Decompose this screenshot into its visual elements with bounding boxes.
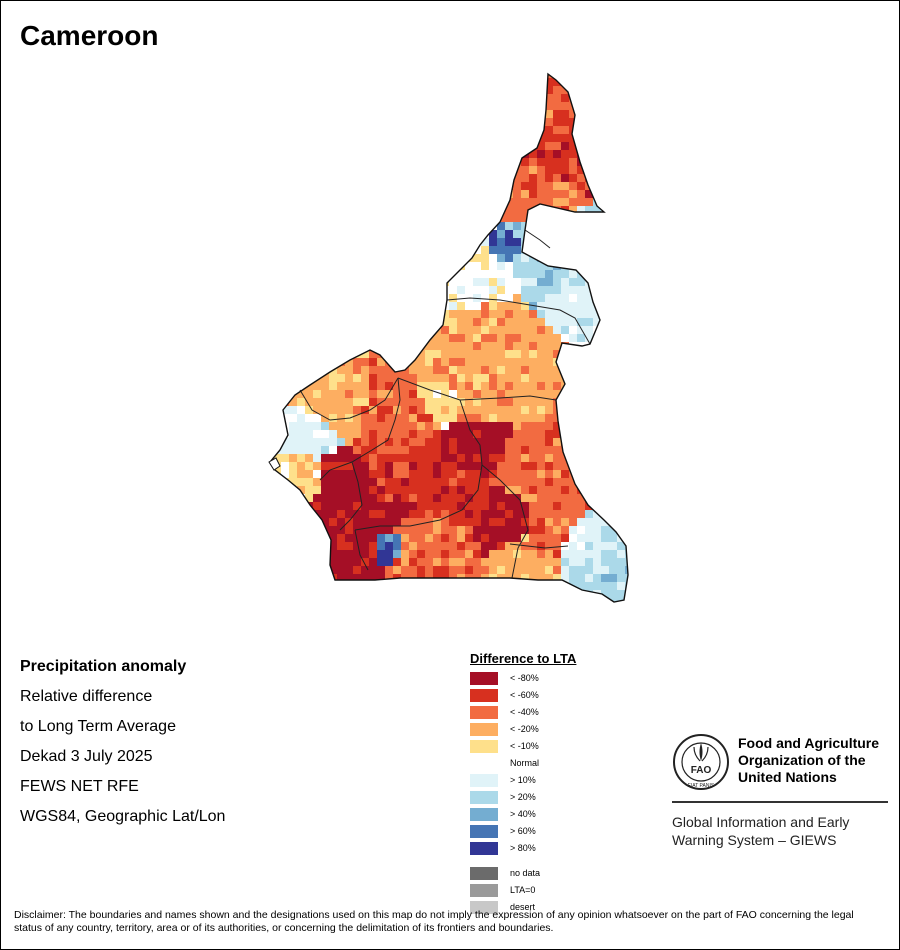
- info-line: FEWS NET RFE: [20, 778, 139, 795]
- legend-label: > 80%: [510, 843, 536, 853]
- legend-swatch: [470, 723, 498, 736]
- legend-label: desert: [510, 902, 536, 912]
- legend-item: < -40%: [470, 704, 670, 721]
- legend-label: LTA=0: [510, 885, 536, 895]
- legend-label: < -60%: [510, 690, 539, 700]
- legend-swatch: [470, 901, 498, 914]
- legend-label: Normal: [510, 758, 540, 768]
- legend-item: > 10%: [470, 772, 670, 789]
- legend-swatch: [470, 672, 498, 685]
- legend-swatch: [470, 842, 498, 855]
- map-title: Cameroon: [20, 20, 159, 51]
- legend-swatch: [470, 689, 498, 702]
- legend-swatch: [470, 884, 498, 897]
- legend-swatch: [470, 825, 498, 838]
- anomaly-raster: [270, 74, 628, 602]
- fao-emblem-icon: FAO FIAT PANIS: [673, 734, 729, 790]
- legend-item: desert: [470, 899, 670, 916]
- legend: Difference to LTA < -80% < -60% < -40% < -2…: [470, 651, 670, 916]
- legend-label: < -80%: [510, 673, 539, 683]
- legend-item: > 60%: [470, 823, 670, 840]
- legend-item: Normal: [470, 755, 670, 772]
- country-outline: [269, 72, 629, 603]
- legend-item: < -80%: [470, 670, 670, 687]
- map-info-block: Precipitation anomaly Relative differenc…: [20, 656, 225, 836]
- info-line: to Long Term Average: [20, 718, 176, 735]
- legend-swatch: [470, 757, 498, 770]
- info-line: Relative difference: [20, 688, 153, 705]
- legend-title: Difference to LTA: [470, 651, 577, 666]
- legend-label: < -40%: [510, 707, 539, 717]
- coastal-islands: [268, 457, 281, 471]
- legend-item: < -60%: [470, 687, 670, 704]
- legend-item: LTA=0: [470, 882, 670, 899]
- disclaimer-text: Disclaimer: The boundaries and names sho…: [14, 909, 854, 934]
- legend-item: > 20%: [470, 789, 670, 806]
- info-line: Dekad 3 July 2025: [20, 748, 153, 765]
- admin-boundaries: [299, 229, 591, 579]
- legend-label: > 20%: [510, 792, 536, 802]
- info-heading: Precipitation anomaly: [20, 658, 187, 675]
- legend-label: > 10%: [510, 775, 536, 785]
- legend-label: no data: [510, 868, 541, 878]
- legend-label: < -20%: [510, 724, 539, 734]
- svg-text:FAO: FAO: [691, 765, 712, 776]
- legend-extra-items: no data LTA=0 desert: [470, 865, 670, 916]
- legend-swatch: [470, 867, 498, 880]
- legend-label: > 60%: [510, 826, 536, 836]
- legend-item: > 40%: [470, 806, 670, 823]
- legend-swatch: [470, 791, 498, 804]
- legend-swatch: [470, 774, 498, 787]
- legend-label: > 40%: [510, 809, 536, 819]
- giews-name: Global Information and Early Warning Sys…: [672, 814, 850, 848]
- legend-item: > 80%: [470, 840, 670, 857]
- fao-divider: [672, 801, 888, 803]
- legend-item: < -20%: [470, 721, 670, 738]
- svg-text:FIAT PANIS: FIAT PANIS: [688, 783, 715, 789]
- info-line: WGS84, Geographic Lat/Lon: [20, 808, 226, 825]
- legend-item: no data: [470, 865, 670, 882]
- legend-swatch: [470, 808, 498, 821]
- legend-swatch: [470, 706, 498, 719]
- legend-items: < -80% < -60% < -40% < -20% < -10% Normal > 10…: [470, 670, 670, 857]
- fao-organization-name: Food and Agriculture Organization of the…: [738, 735, 880, 785]
- legend-item: < -10%: [470, 738, 670, 755]
- legend-swatch: [470, 740, 498, 753]
- legend-label: < -10%: [510, 741, 539, 751]
